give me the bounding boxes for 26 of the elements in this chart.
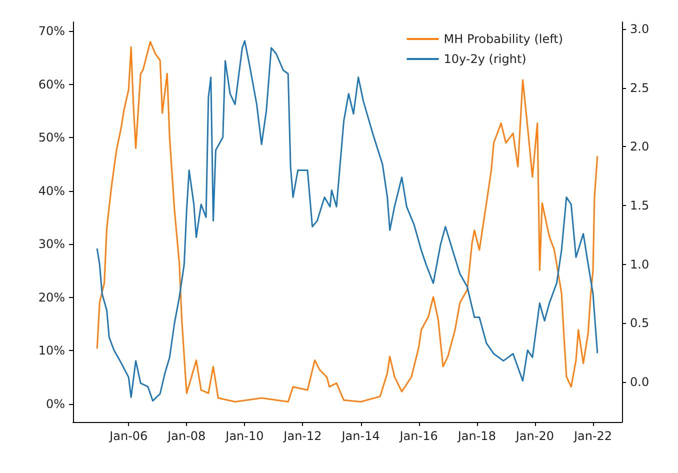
x-tick-label: Jan-06 xyxy=(108,429,148,443)
x-tick-label: Jan-10 xyxy=(224,429,264,443)
legend-label: 10y-2y (right) xyxy=(444,52,526,66)
y-tick-label: 20% xyxy=(38,290,65,304)
x-tick-label: Jan-14 xyxy=(340,429,380,443)
x-tick-label: Jan-20 xyxy=(514,429,554,443)
y-tick-label: 0% xyxy=(46,396,65,411)
y2-tick-label: 0.5 xyxy=(630,316,650,330)
y2-tick-label: 0.0 xyxy=(630,375,650,389)
x-tick-label: Jan-16 xyxy=(398,429,438,443)
legend-label: MH Probability (left) xyxy=(444,32,564,46)
y-tick-label: 40% xyxy=(38,184,65,198)
y-tick-label: 10% xyxy=(38,344,65,358)
y-tick-label: 60% xyxy=(38,77,65,92)
y2-tick-label: 1.0 xyxy=(630,257,650,272)
x-tick-label: Jan-22 xyxy=(572,429,612,443)
y2-tick-label: 2.5 xyxy=(630,80,650,95)
y2-tick-label: 3.0 xyxy=(630,22,650,36)
y2-tick-label: 2.0 xyxy=(630,140,650,154)
y-tick-label: 70% xyxy=(38,24,65,38)
y-tick-label: 50% xyxy=(38,130,65,145)
x-tick-label: Jan-08 xyxy=(166,429,206,443)
x-tick-label: Jan-12 xyxy=(282,429,322,443)
y2-tick-label: 1.5 xyxy=(630,198,650,213)
y-tick-label: 30% xyxy=(38,237,65,252)
x-tick-label: Jan-18 xyxy=(456,429,496,443)
